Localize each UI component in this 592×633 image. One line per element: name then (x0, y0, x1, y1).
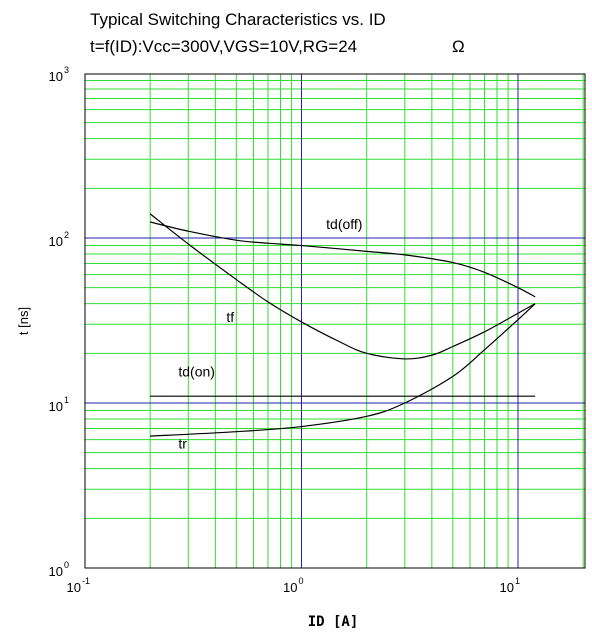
curve-label: td(off) (326, 216, 362, 232)
y-tick-exponent: 0 (64, 560, 69, 570)
y-tick-base: 10 (49, 399, 63, 414)
y-tick-exponent: 1 (64, 395, 69, 405)
x-tick-exponent: -1 (82, 576, 90, 586)
chart-title-line2: t=f(ID):Vcc=300V,VGS=10V,RG=24 (90, 37, 357, 56)
x-tick-label: 10 -1 (67, 576, 90, 595)
y-tick-exponent: 2 (64, 230, 69, 240)
series-line-tr (150, 303, 536, 437)
major-grid (85, 74, 585, 568)
series-line-td-off (150, 221, 536, 298)
plot-frame (84, 73, 586, 569)
y-tick-label: 10 0 (49, 560, 69, 579)
curve-label: tf (226, 309, 234, 325)
x-tick-label: 10 0 (283, 576, 303, 595)
x-tick-base: 10 (283, 580, 297, 595)
x-axis-label: ID [A] (308, 614, 359, 630)
series-layer (149, 213, 536, 437)
curve-label-layer: td(off) tf td(on) tr (178, 216, 362, 451)
curve-label: td(on) (178, 363, 215, 379)
y-tick-label: 10 1 (49, 395, 69, 414)
x-tick-labels: 10 -1 10 0 10 1 (67, 576, 520, 595)
y-tick-base: 10 (49, 564, 63, 579)
y-tick-label: 10 2 (49, 230, 69, 249)
x-tick-label: 10 1 (500, 576, 520, 595)
x-tick-base: 10 (67, 580, 81, 595)
x-tick-exponent: 0 (299, 576, 304, 586)
y-axis-label: t [ns] (16, 307, 31, 335)
x-tick-exponent: 1 (515, 576, 520, 586)
series-line-tf (149, 213, 536, 360)
plot-area (85, 74, 585, 568)
y-tick-exponent: 3 (64, 65, 69, 75)
y-tick-label: 10 3 (49, 65, 69, 84)
x-tick-base: 10 (500, 580, 514, 595)
y-tick-base: 10 (49, 234, 63, 249)
chart-title-line1: Typical Switching Characteristics vs. ID (90, 10, 386, 29)
y-tick-base: 10 (49, 69, 63, 84)
curve-label: tr (178, 435, 187, 451)
minor-grid (85, 74, 585, 568)
chart-title-ohm-symbol: Ω (452, 37, 465, 56)
